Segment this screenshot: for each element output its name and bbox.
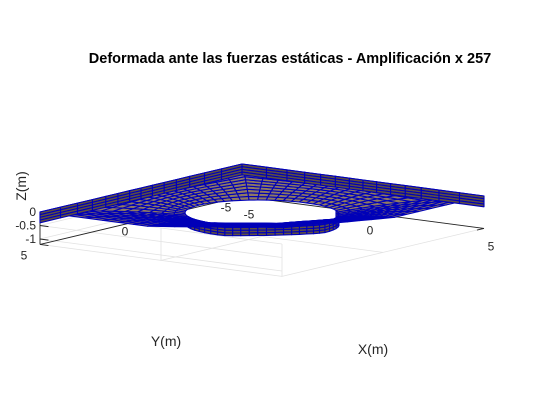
mesh-hole-face	[314, 231, 320, 234]
x-tick-label: 5	[488, 239, 495, 253]
mesh-hole-face	[325, 229, 330, 233]
chart-title: Deformada ante las fuerzas estáticas - A…	[89, 51, 491, 67]
mesh-hole-face	[307, 231, 314, 234]
deformed-mesh	[40, 164, 484, 236]
mesh-face	[266, 224, 276, 225]
mesh-hole-face	[320, 230, 325, 233]
y-tick-label: -5	[221, 200, 232, 214]
mesh-hole-face	[275, 232, 283, 235]
mesh-hole-face	[249, 233, 257, 236]
mesh-hole-face	[258, 233, 267, 236]
mesh-hole-face	[299, 231, 306, 234]
mesh-hole-face	[233, 233, 241, 236]
mesh-hole-face	[284, 232, 292, 235]
mesh-hole-face	[205, 230, 211, 234]
z-axis-label: Z(m)	[13, 171, 29, 201]
mesh-hole-face	[199, 229, 204, 233]
mesh-hole-face	[292, 232, 300, 235]
mesh-hole-face	[218, 232, 225, 236]
y-tick-mark	[40, 244, 48, 245]
x-tick-label: 0	[367, 223, 374, 237]
y-axis-label: Y(m)	[151, 333, 181, 349]
y-tick-label: 5	[21, 248, 28, 262]
y-tick-label: 0	[122, 224, 129, 238]
x-tick-mark	[477, 228, 484, 230]
z-tick-label: -1	[25, 232, 36, 246]
mesh-hole-face	[267, 233, 276, 236]
z-tick-mark	[40, 226, 48, 227]
x-tick-label: -5	[244, 207, 255, 221]
mesh-hole-face	[330, 227, 334, 231]
z-tick-mark	[40, 239, 48, 240]
mesh-hole-face	[225, 233, 233, 236]
mesh-hole-face	[195, 228, 200, 232]
mesh-hole-face	[241, 233, 250, 236]
z-tick-label: -0.5	[15, 219, 36, 233]
z-tick-label: 0	[29, 205, 36, 219]
mesh-hole-face	[211, 231, 218, 235]
x-axis-label: X(m)	[358, 341, 388, 357]
